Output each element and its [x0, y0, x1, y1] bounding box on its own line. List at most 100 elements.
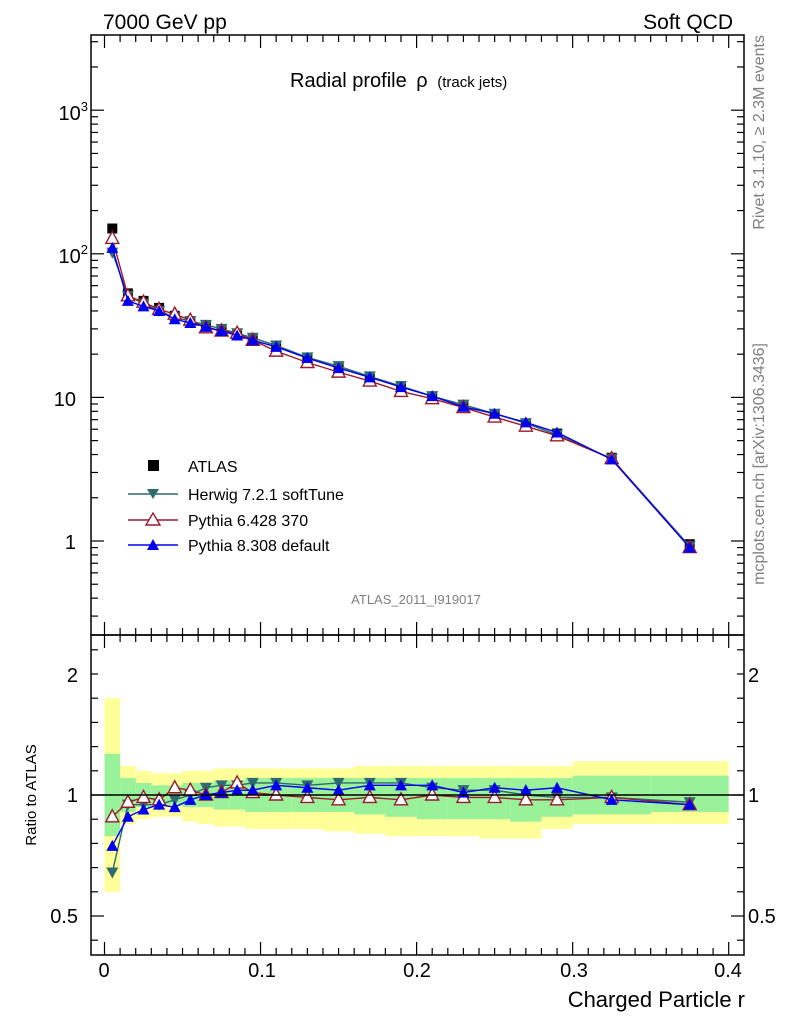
main-y-tick-label: 103 [59, 99, 88, 125]
mcplots-label: mcplots.cern.ch [arXiv:1306.3436] [751, 343, 768, 585]
ratio-point-pythia-8-308-default [137, 803, 150, 815]
main-y-tick-exp: 2 [81, 242, 88, 257]
ratio-point-pythia-6-428-370 [120, 793, 136, 808]
legend-entry-pythia8: Pythia 8.308 default [128, 538, 330, 555]
x-tick-label: 0.4 [714, 960, 742, 982]
ratio-point-pythia-6-428-370 [486, 788, 503, 804]
main-y-tick-label: 1 [65, 532, 76, 554]
main-point-pythia-8-308-default [168, 313, 181, 325]
main-point-pythia-8-308-default [106, 241, 119, 253]
ratio-point-herwig-7-2-1-softtune [168, 794, 181, 806]
main-point-pythia-8-308-default [199, 320, 212, 332]
legend-label-herwig: Herwig 7.2.1 softTune [188, 487, 344, 504]
ratio-point-pythia-8-308-default [301, 781, 314, 793]
ratio-point-pythia-8-308-default [363, 779, 376, 791]
axis-ticks [91, 35, 744, 955]
legend-marker-pythia6 [144, 511, 162, 526]
ratio-point-pythia-8-308-default [246, 784, 259, 796]
ratio-y-label: Ratio to ATLAS [23, 744, 40, 845]
ratio-y-tick-label-right: 1 [748, 785, 759, 807]
main-point-pythia-8-308-default [301, 352, 314, 364]
legend-label-pythia6: Pythia 6.428 370 [188, 513, 308, 530]
ratio-point-pythia-8-308-default [153, 798, 166, 810]
ratio-point-pythia-8-308-default [270, 779, 283, 791]
ratio-point-pythia-8-308-default [106, 839, 119, 851]
main-y-tick-label: 102 [59, 242, 88, 268]
main-series [104, 223, 698, 554]
ratio-point-pythia-6-428-370 [135, 788, 152, 804]
ratio-point-pythia-6-428-370 [104, 808, 120, 823]
analysis-watermark: ATLAS_2011_I919017 [351, 592, 481, 607]
main-point-pythia-8-308-default [137, 300, 150, 312]
main-point-pythia-8-308-default [246, 334, 259, 346]
legend-entry-pythia6: Pythia 6.428 370 [128, 511, 308, 530]
main-point-pythia-8-308-default [184, 316, 197, 328]
legend-marker-herwig [147, 489, 159, 499]
main-point-pythia-8-308-default [363, 371, 376, 383]
ratio-point-pythia-8-308-default [231, 784, 244, 796]
main-point-pythia-8-308-default [426, 390, 439, 402]
legend-entry-herwig: Herwig 7.2.1 softTune [128, 487, 344, 504]
main-point-pythia-8-308-default [153, 304, 166, 316]
ratio-point-pythia-8-308-default [605, 793, 618, 805]
ratio-y-tick-label-right: 0.5 [748, 906, 776, 928]
main-line-pythia-6-428-370 [111, 238, 691, 549]
legend-label-atlas: ATLAS [188, 459, 238, 476]
x-tick-label: 0.3 [560, 960, 588, 982]
main-point-pythia-8-308-default [488, 407, 501, 419]
main-point-atlas [107, 223, 118, 234]
main-point-pythia-8-308-default [121, 294, 134, 306]
legend-entry-atlas: ATLAS [148, 459, 238, 476]
ratio-point-pythia-6-428-370 [167, 779, 183, 794]
ratio-point-pythia-8-308-default [551, 781, 564, 793]
main-point-pythia-8-308-default [551, 426, 564, 438]
ratio-point-pythia-6-428-370 [268, 786, 284, 801]
ratio-point-pythia-8-308-default [426, 779, 439, 791]
x-tick-label: 0.1 [248, 960, 276, 982]
main-point-pythia-8-308-default [457, 400, 470, 412]
ratio-line-herwig-7-2-1-softtune [111, 782, 690, 873]
ratio-y-tick-label: 1 [67, 785, 78, 807]
title-suffix: (track jets) [437, 74, 507, 91]
ratio-point-pythia-8-308-default [332, 784, 345, 796]
main-point-pythia-8-308-default [683, 541, 696, 553]
ratio-point-pythia-8-308-default [683, 798, 696, 810]
main-point-pythia-8-308-default [605, 453, 618, 465]
ratio-point-pythia-6-428-370 [330, 791, 347, 806]
legend-label-pythia8: Pythia 8.308 default [188, 538, 330, 555]
ratio-point-pythia-6-428-370 [424, 786, 440, 801]
main-point-pythia-8-308-default [332, 362, 345, 374]
ratio-point-herwig-7-2-1-softtune [106, 867, 119, 879]
ratio-point-pythia-8-308-default [168, 801, 181, 813]
x-axis-label: Charged Particle r [568, 987, 745, 1012]
header-left: 7000 GeV pp [103, 11, 227, 34]
ratio-point-pythia-6-428-370 [549, 791, 565, 806]
x-tick-label: 0 [98, 960, 109, 982]
main-series-herwig-7-2-1-softtune [106, 247, 696, 553]
x-tick-label: 0.2 [403, 960, 431, 982]
main-series-pythia-8-308-default [106, 241, 696, 553]
ratio-y-tick-label: 0.5 [50, 906, 78, 928]
ratio-line-pythia-6-428-370 [111, 782, 690, 818]
ratio-point-pythia-6-428-370 [362, 788, 378, 804]
ratio-point-pythia-6-428-370 [393, 791, 409, 806]
main-y-tick-exp: 3 [81, 99, 88, 114]
ratio-point-herwig-7-2-1-softtune [332, 777, 345, 789]
main-point-pythia-8-308-default [270, 340, 283, 352]
rivet-label: Rivet 3.1.10, ≥ 2.3M events [751, 35, 768, 230]
ratio-y-tick-label: 2 [67, 665, 78, 687]
main-point-pythia-8-308-default [215, 324, 228, 336]
main-title: Radial profile ρ (track jets) [290, 70, 507, 92]
main-line-pythia-8-308-default [111, 247, 691, 549]
legend-marker-atlas [148, 460, 159, 471]
main-y-tick-label: 10 [54, 389, 76, 411]
main-point-pythia-8-308-default [519, 416, 532, 428]
title-main: Radial profile [290, 70, 407, 92]
ratio-point-pythia-8-308-default [394, 779, 407, 791]
main-point-pythia-8-308-default [394, 381, 407, 393]
header-right: Soft QCD [643, 11, 733, 34]
legend: ATLAS Herwig 7.2.1 softTune Pythia 6.428… [128, 459, 344, 555]
ratio-point-pythia-8-308-default [121, 810, 134, 822]
ratio-point-pythia-8-308-default [184, 793, 197, 805]
